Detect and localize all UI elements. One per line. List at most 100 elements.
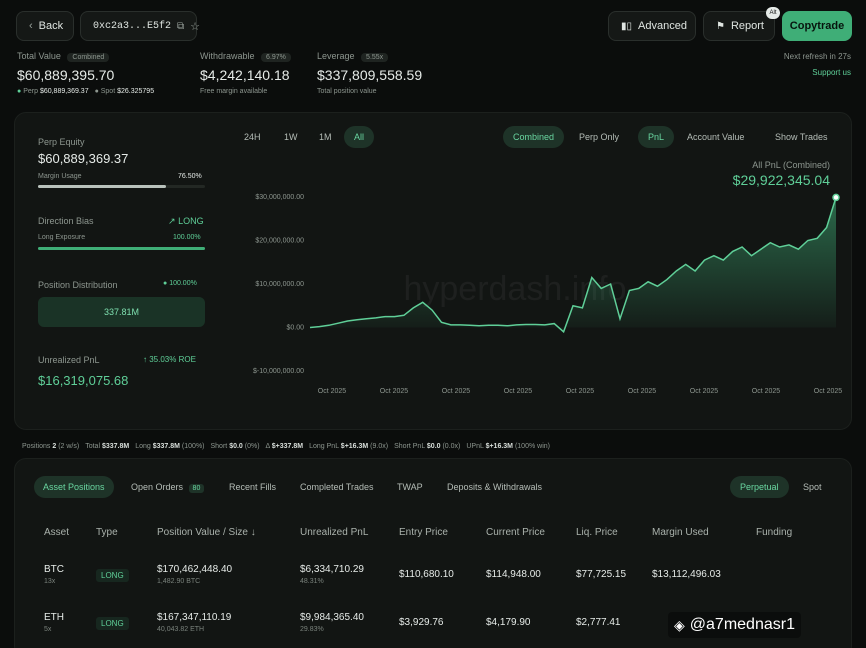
- withdrawable-sub: Free margin available: [200, 88, 268, 95]
- stat-item: Long PnL $+16.3M (9.0x): [309, 439, 388, 451]
- copytrade-button[interactable]: Copytrade: [782, 11, 852, 41]
- refresh-countdown: Next refresh in 27s: [783, 52, 851, 61]
- header-current-price[interactable]: Current Price: [486, 527, 545, 538]
- stat-value: 2: [52, 443, 57, 450]
- pnl-endpoint[interactable]: [832, 193, 840, 202]
- tab-open-orders[interactable]: Open Orders 80: [131, 476, 205, 500]
- header-position-value[interactable]: Position Value / Size ↓: [157, 527, 256, 538]
- report-badge: Alt: [766, 7, 780, 19]
- pnl-chart[interactable]: hyperdash.info $30,000,000.00$20,000,000…: [230, 185, 844, 410]
- mode-combined[interactable]: Combined: [503, 126, 565, 148]
- stat-item: Short $0.0 (0%): [211, 439, 260, 451]
- wallet-address: 0xc2a3...E5f2: [93, 20, 172, 32]
- tab-twap[interactable]: TWAP: [397, 482, 423, 492]
- x-tick-label: Oct 2025: [814, 388, 843, 395]
- long-exposure-value: 100.00%: [173, 234, 201, 241]
- tab-asset-positions[interactable]: Asset Positions: [34, 476, 114, 498]
- x-tick-label: Oct 2025: [628, 388, 657, 395]
- support-link[interactable]: Support us: [812, 68, 851, 77]
- tab-deposits-withdrawals[interactable]: Deposits & Withdrawals: [447, 482, 543, 492]
- trend-up-icon: ↗: [168, 216, 176, 226]
- y-tick-label: $30,000,000.00: [255, 194, 304, 201]
- leverage-sub: Total position value: [317, 88, 377, 95]
- header-asset[interactable]: Asset: [44, 527, 70, 538]
- row-unrealized-pnl: $9,984,365.40: [300, 612, 364, 623]
- stat-item: UPnL $+16.3M (100% win): [466, 439, 550, 451]
- tab-recent-fills[interactable]: Recent Fills: [229, 482, 277, 492]
- x-tick-label: Oct 2025: [566, 388, 595, 395]
- header-margin-used[interactable]: Margin Used: [652, 527, 709, 538]
- header-funding[interactable]: Funding: [756, 527, 793, 538]
- unrealized-pnl-roe: ↑ 35.03% ROE: [143, 355, 196, 364]
- row-position-size: 1,482.90 BTC: [157, 578, 201, 585]
- stat-extra: (2 w/s): [56, 443, 80, 450]
- report-button[interactable]: ⚑ Report: [703, 11, 775, 41]
- total-value-chip: Combined: [67, 53, 110, 62]
- advanced-button[interactable]: ▮▯ Advanced: [608, 11, 696, 41]
- margin-usage-fill: [38, 185, 166, 188]
- range-24h[interactable]: 24H: [244, 132, 261, 142]
- stat-label: UPnL: [466, 443, 486, 450]
- leverage-value: $337,809,558.59: [317, 67, 423, 83]
- copy-icon[interactable]: ⧉: [177, 20, 185, 32]
- flag-icon: ⚑: [716, 20, 725, 32]
- row-position-value: $170,462,448.40: [157, 564, 233, 575]
- report-label: Report: [730, 20, 764, 32]
- sort-down-icon[interactable]: ↓: [250, 527, 256, 538]
- stat-extra: (0.0x): [440, 443, 461, 450]
- header-unrealized-pnl[interactable]: Unrealized PnL: [300, 527, 369, 538]
- withdrawable-block: Withdrawable 6.97% $4,242,140.18 Free ma…: [200, 51, 291, 95]
- stat-item: Δ $+337.8M: [266, 439, 304, 451]
- metric-account-value[interactable]: Account Value: [687, 132, 745, 142]
- show-trades-toggle[interactable]: Show Trades: [775, 132, 828, 142]
- margin-usage-value: 76.50%: [178, 173, 202, 180]
- row-current-price: $4,179.90: [486, 617, 531, 628]
- range-all[interactable]: All: [344, 126, 375, 148]
- perp-equity-value: $60,889,369.37: [38, 151, 129, 166]
- back-button[interactable]: ‹ Back: [16, 11, 74, 41]
- y-tick-label: $0.00: [286, 325, 304, 332]
- leverage-chip: 5.55x: [361, 53, 389, 62]
- stat-label: Total: [85, 443, 102, 450]
- position-distribution-pct: ● 100.00%: [163, 280, 197, 287]
- x-tick-label: Oct 2025: [752, 388, 781, 395]
- x-tick-label: Oct 2025: [504, 388, 533, 395]
- stat-value: $0.0: [229, 443, 243, 450]
- margin-usage-label: Margin Usage: [38, 173, 82, 180]
- range-1m[interactable]: 1M: [319, 132, 332, 142]
- tab-perpetual[interactable]: Perpetual: [730, 476, 789, 498]
- direction-bias: ↗ LONG: [168, 216, 204, 227]
- range-1w[interactable]: 1W: [284, 132, 298, 142]
- row-type-badge: LONG: [96, 569, 129, 582]
- row-unrealized-pnl: $6,334,710.29: [300, 564, 364, 575]
- total-value-block: Total Value Combined $60,889,395.70 ● Pe…: [17, 51, 155, 95]
- chevron-left-icon: ‹: [29, 20, 33, 32]
- metric-pnl[interactable]: PnL: [638, 126, 675, 148]
- tab-completed-trades[interactable]: Completed Trades: [300, 482, 374, 492]
- tab-spot[interactable]: Spot: [803, 482, 822, 492]
- row-liq-price: $77,725.15: [576, 569, 627, 580]
- spot-label: Spot: [100, 88, 116, 95]
- row-entry-price: $110,680.10: [399, 569, 454, 580]
- header-liq-price[interactable]: Liq. Price: [576, 527, 618, 538]
- pnl-area: [310, 197, 836, 332]
- bar-chart-icon: ▮▯: [621, 20, 633, 32]
- row-asset[interactable]: BTC: [44, 564, 64, 575]
- withdrawable-value: $4,242,140.18: [200, 67, 290, 83]
- stat-value: $+337.8M: [271, 443, 304, 450]
- row-type-badge: LONG: [96, 617, 129, 630]
- row-asset[interactable]: ETH: [44, 612, 64, 623]
- address-pill[interactable]: 0xc2a3...E5f2 ⧉ ☆: [80, 11, 201, 41]
- row-leverage: 5x: [44, 626, 52, 633]
- stat-extra: (100% win): [513, 443, 550, 450]
- header-entry-price[interactable]: Entry Price: [399, 527, 448, 538]
- header-type[interactable]: Type: [96, 527, 118, 538]
- stat-item: Total $337.8M: [85, 439, 129, 451]
- diamond-logo-icon: ◈: [674, 616, 685, 633]
- mode-perp-only[interactable]: Perp Only: [579, 132, 620, 142]
- withdrawable-chip: 6.97%: [261, 53, 291, 62]
- x-axis: Oct 2025 Oct 2025 Oct 2025 Oct 2025 Oct 2025…: [318, 388, 843, 395]
- star-icon[interactable]: ☆: [190, 20, 201, 33]
- row-liq-price: $2,777.41: [576, 617, 621, 628]
- advanced-label: Advanced: [638, 20, 687, 32]
